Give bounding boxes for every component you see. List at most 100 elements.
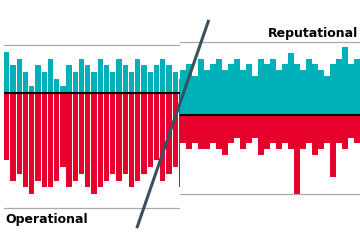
Bar [306,115,311,143]
Bar [91,93,97,194]
Bar [148,72,153,93]
Bar [270,59,275,115]
Bar [60,93,66,167]
Bar [135,59,140,93]
Bar [116,93,122,181]
Bar [216,115,221,149]
Bar [98,93,103,187]
Bar [265,64,270,115]
Bar [252,76,257,115]
Bar [29,86,34,93]
Bar [17,59,22,93]
Bar [355,59,360,115]
Bar [129,72,134,93]
Bar [348,64,354,115]
Bar [294,64,300,115]
Bar [306,59,311,115]
Bar [222,70,228,115]
Bar [35,93,41,181]
Bar [180,70,185,115]
Bar [179,93,184,187]
Bar [179,79,184,93]
Bar [312,115,318,155]
Bar [288,115,293,149]
Bar [172,93,178,167]
Bar [67,65,72,93]
Bar [301,115,306,149]
Bar [198,59,203,115]
Bar [247,115,252,143]
Bar [185,65,190,93]
Bar [270,115,275,143]
Bar [41,72,47,93]
Text: Operational: Operational [5,213,88,226]
Bar [23,72,28,93]
Bar [60,86,66,93]
Bar [258,115,264,155]
Bar [301,70,306,115]
Bar [216,59,221,115]
Bar [294,115,300,194]
Bar [172,72,178,93]
Bar [180,115,185,143]
Bar [222,115,228,155]
Bar [234,59,239,115]
Bar [342,115,347,149]
Bar [240,115,246,149]
Bar [48,93,53,187]
Bar [283,115,288,143]
Bar [129,93,134,187]
Bar [166,93,172,174]
Text: Reputational: Reputational [268,27,358,40]
Bar [330,115,336,177]
Bar [348,115,354,138]
Bar [85,65,90,93]
Bar [123,65,128,93]
Bar [211,64,216,115]
Bar [104,65,109,93]
Bar [41,93,47,187]
Bar [247,64,252,115]
Bar [154,93,159,160]
Bar [10,93,15,181]
Bar [23,93,28,187]
Bar [98,59,103,93]
Bar [116,59,122,93]
Bar [186,115,192,149]
Bar [67,93,72,187]
Bar [73,72,78,93]
Bar [48,59,53,93]
Bar [54,79,59,93]
Bar [319,70,324,115]
Bar [211,115,216,143]
Bar [85,93,90,187]
Bar [265,115,270,149]
Bar [141,65,147,93]
Bar [73,93,78,181]
Bar [330,64,336,115]
Bar [337,115,342,143]
Bar [110,93,116,174]
Bar [160,59,165,93]
Bar [185,93,190,194]
Bar [35,65,41,93]
Bar [312,64,318,115]
Bar [240,70,246,115]
Bar [342,47,347,115]
Bar [229,64,234,115]
Bar [91,72,97,93]
Bar [229,115,234,143]
Bar [234,115,239,138]
Bar [283,64,288,115]
Bar [148,93,153,167]
Bar [252,115,257,138]
Bar [324,115,329,143]
Bar [110,72,116,93]
Bar [324,76,329,115]
Bar [166,65,172,93]
Bar [288,53,293,115]
Bar [193,76,198,115]
Bar [141,93,147,174]
Bar [154,65,159,93]
Bar [79,59,84,93]
